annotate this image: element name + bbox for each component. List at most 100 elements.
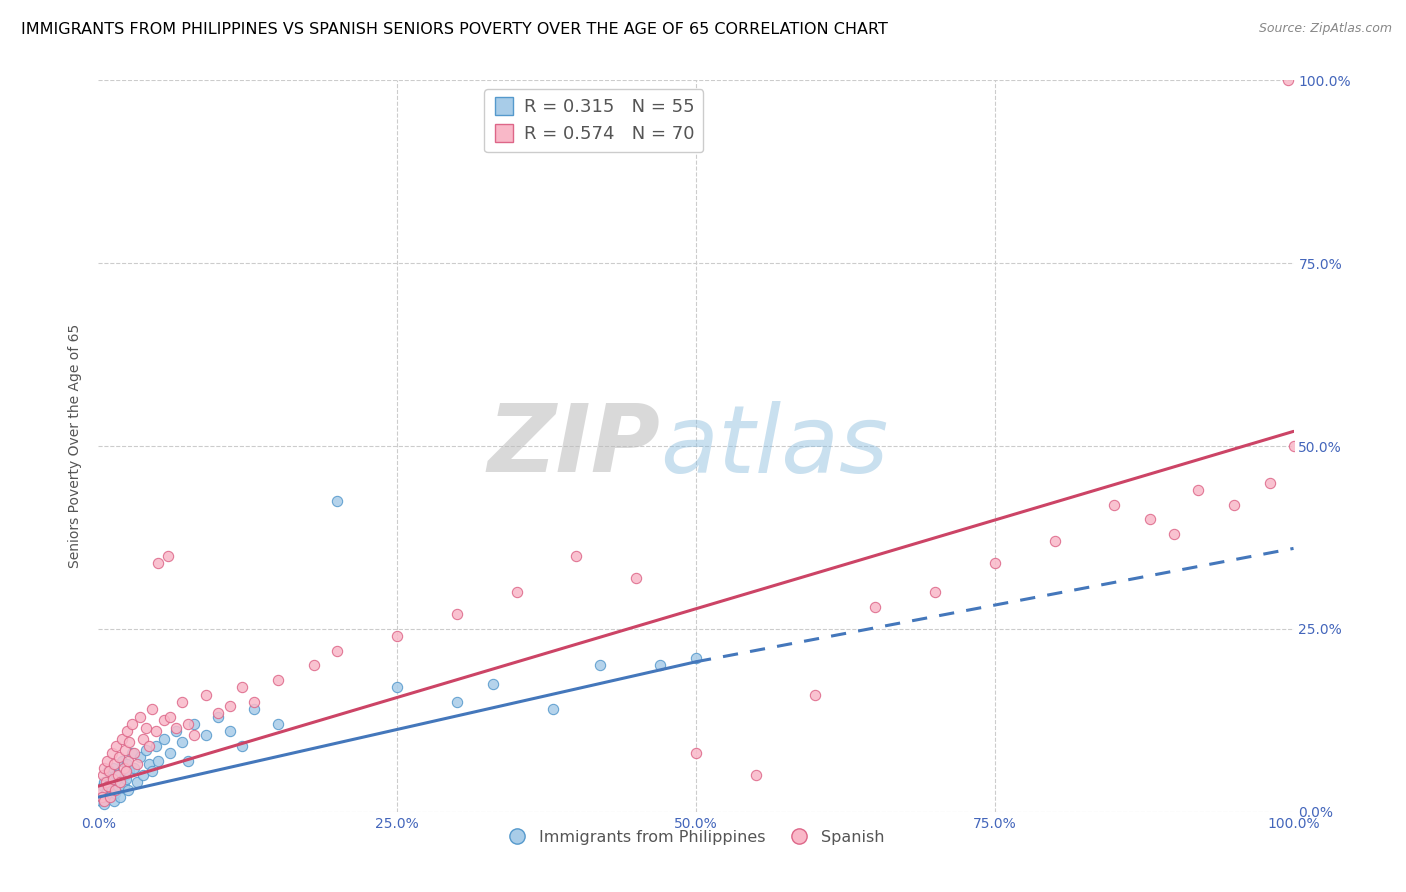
Point (94, 775, 117, 789)
Point (100, 746, 122, 760)
Point (326, 494, 349, 508)
Point (267, 717, 290, 731)
Point (326, 644, 349, 658)
Point (141, 702, 163, 716)
Point (121, 746, 143, 760)
Point (101, 772, 124, 786)
Point (129, 709, 152, 723)
Point (96, 782, 118, 797)
Point (685, 651, 707, 665)
Point (93, 761, 115, 775)
Point (165, 724, 187, 739)
Point (482, 676, 505, 690)
Point (148, 754, 170, 768)
Point (1104, 498, 1126, 512)
Point (156, 549, 179, 563)
Point (107, 779, 129, 793)
Point (96, 754, 118, 768)
Point (207, 709, 229, 723)
Point (148, 556, 170, 570)
Point (112, 779, 135, 793)
Point (125, 775, 148, 789)
Point (231, 681, 253, 695)
Point (105, 768, 128, 782)
Text: ZIP: ZIP (488, 400, 661, 492)
Point (124, 746, 146, 760)
Point (153, 731, 176, 746)
Point (153, 714, 176, 728)
Point (117, 782, 139, 797)
Point (141, 764, 163, 779)
Point (243, 702, 266, 716)
Point (1187, 483, 1209, 497)
Point (114, 768, 136, 782)
Point (103, 794, 125, 808)
Point (626, 571, 648, 585)
Point (506, 585, 529, 599)
Point (117, 754, 139, 768)
Y-axis label: Seniors Poverty Over the Age of 65: Seniors Poverty Over the Age of 65 (69, 324, 83, 568)
Point (104, 787, 127, 801)
Point (103, 757, 125, 772)
Point (118, 735, 141, 749)
Point (129, 749, 152, 764)
Point (685, 746, 707, 760)
Point (98, 790, 122, 805)
Point (565, 549, 588, 563)
Point (745, 768, 768, 782)
Point (177, 754, 200, 768)
Point (131, 768, 153, 782)
Point (207, 706, 229, 720)
Point (98, 764, 121, 779)
Point (93, 794, 115, 808)
Point (108, 775, 131, 789)
Point (91, 779, 114, 793)
Point (111, 754, 134, 768)
Point (1258, 475, 1281, 490)
Point (100, 782, 122, 797)
Point (159, 709, 181, 723)
Point (302, 658, 325, 673)
Point (243, 695, 266, 709)
Point (125, 757, 148, 772)
Point (446, 695, 468, 709)
Point (1139, 512, 1161, 526)
Legend: Immigrants from Philippines, Spanish: Immigrants from Philippines, Spanish (501, 823, 891, 851)
Point (107, 749, 129, 764)
Point (121, 717, 143, 731)
Point (91, 768, 114, 782)
Point (541, 702, 564, 716)
Point (865, 599, 887, 614)
Point (145, 739, 167, 753)
Text: IMMIGRANTS FROM PHILIPPINES VS SPANISH SENIORS POVERTY OVER THE AGE OF 65 CORREL: IMMIGRANTS FROM PHILIPPINES VS SPANISH S… (21, 22, 889, 37)
Point (90, 782, 112, 797)
Point (1282, 439, 1305, 453)
Point (135, 721, 157, 735)
Point (115, 757, 138, 772)
Point (107, 768, 129, 782)
Point (385, 629, 409, 643)
Point (446, 607, 468, 622)
Point (219, 724, 242, 739)
Point (267, 673, 290, 687)
Point (107, 775, 129, 789)
Point (115, 772, 138, 786)
Point (924, 585, 946, 599)
Point (112, 761, 135, 775)
Point (111, 731, 134, 746)
Point (195, 688, 218, 702)
Text: Source: ZipAtlas.com: Source: ZipAtlas.com (1258, 22, 1392, 36)
Point (115, 764, 138, 779)
Point (177, 717, 200, 731)
Point (984, 556, 1007, 570)
Point (108, 790, 131, 805)
Point (138, 757, 160, 772)
Point (131, 731, 153, 746)
Point (93, 775, 115, 789)
Point (195, 728, 218, 742)
Point (97, 779, 120, 793)
Point (1223, 498, 1246, 512)
Text: atlas: atlas (661, 401, 889, 491)
Point (94, 787, 117, 801)
Point (231, 739, 253, 753)
